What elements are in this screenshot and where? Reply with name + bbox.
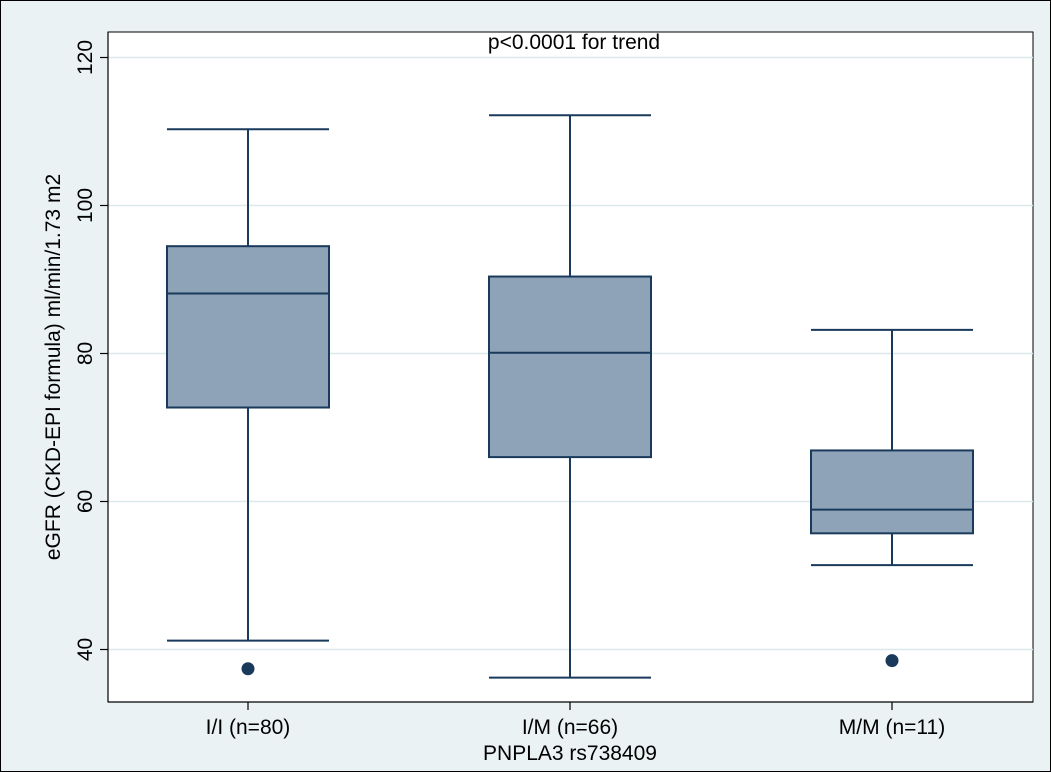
x-tick-label-3: M/M (n=11) <box>839 716 945 739</box>
y-axis: 40 60 80 100 120 <box>74 32 109 702</box>
iqr-box <box>166 245 330 409</box>
x-tick-label-2: I/M (n=66) <box>522 716 618 739</box>
x-axis-title: PNPLA3 rs738409 <box>483 742 657 765</box>
outlier-point <box>241 662 255 676</box>
y-axis-title: eGFR (CKD-EPI formula) ml/min/1.73 m2 <box>42 174 65 560</box>
trend-annotation: p<0.0001 for trend <box>488 31 660 54</box>
y-tick-label-100: 100 <box>74 188 97 223</box>
x-tick-label-1: I/I (n=80) <box>206 716 291 739</box>
y-tick-label-60: 60 <box>74 490 97 513</box>
x-axis: I/I (n=80) I/M (n=66) M/M (n=11) <box>108 701 1033 739</box>
iqr-box <box>488 275 652 459</box>
y-tick-label-120: 120 <box>74 40 97 75</box>
box-plots <box>166 114 974 679</box>
iqr-box <box>810 449 974 535</box>
outlier-point <box>885 654 899 668</box>
y-tick-label-80: 80 <box>74 342 97 365</box>
box-group-1 <box>166 128 330 676</box>
box-group-2 <box>488 114 652 679</box>
y-tick-label-40: 40 <box>74 638 97 661</box>
box-group-3 <box>810 328 974 668</box>
